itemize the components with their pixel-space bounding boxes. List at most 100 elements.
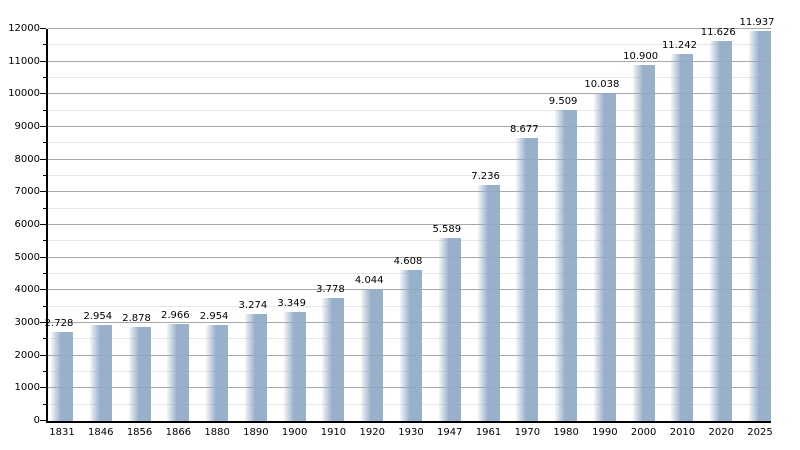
bar — [438, 238, 461, 421]
y-axis-minor-tick — [43, 338, 46, 340]
x-axis-label: 2020 — [708, 427, 734, 438]
y-axis-major-tick — [40, 60, 46, 62]
y-axis-major-tick — [40, 93, 46, 95]
bar — [400, 270, 422, 421]
x-axis-label: 1920 — [359, 427, 385, 438]
bar-value-label: 5.589 — [432, 224, 462, 236]
minor-gridline — [48, 142, 771, 144]
x-axis-label: 1980 — [553, 427, 579, 438]
y-axis-label: 5000 — [14, 251, 40, 263]
bar-value-label: 2.966 — [161, 310, 190, 322]
y-axis-major-tick — [40, 354, 46, 356]
y-axis-minor-tick — [43, 371, 46, 372]
bar-value-label: 4.044 — [354, 274, 384, 286]
bar — [749, 31, 771, 421]
x-axis-label: 1846 — [88, 427, 114, 438]
bar-value-label: 11.937 — [739, 17, 775, 29]
bars-layer — [48, 29, 771, 421]
bar — [322, 297, 345, 421]
x-axis-label: 2010 — [669, 427, 696, 438]
bar — [206, 324, 229, 421]
bar-value-label: 8.677 — [510, 123, 539, 135]
y-axis-minor-tick — [43, 77, 46, 78]
x-axis-label: 1930 — [398, 427, 424, 438]
y-axis-major-tick — [40, 256, 46, 258]
major-gridline — [48, 256, 771, 258]
bar-value-label: 10.900 — [623, 50, 659, 62]
minor-gridline — [48, 175, 771, 176]
bar — [283, 311, 306, 421]
y-axis-label: 6000 — [14, 219, 40, 230]
y-axis-major-tick — [40, 420, 46, 421]
major-gridline — [48, 60, 771, 62]
bar — [167, 324, 190, 421]
bar-value-label: 2.728 — [44, 317, 74, 329]
bar-value-label: 7.236 — [471, 170, 500, 182]
axis-labels-layer: 0 1000 2000 3000 4000 5000 6000 7000 8000 9000 100… — [8, 18, 774, 438]
y-axis-minor-tick — [43, 109, 46, 111]
y-axis-major-tick — [40, 387, 46, 389]
y-axis-label: 8000 — [14, 153, 40, 165]
y-axis-minor-tick — [43, 240, 46, 242]
x-axis-label: 1970 — [514, 427, 541, 438]
y-axis-label: 11000 — [8, 55, 40, 67]
plot-area: 0 1000 2000 3000 4000 5000 6000 7000 8000 9000 100… — [8, 18, 774, 438]
x-axis-label: 1831 — [49, 427, 75, 438]
x-axis-label: 1866 — [165, 427, 192, 438]
bar-value-label: 2.954 — [83, 310, 113, 322]
x-axis-label: 1910 — [320, 427, 347, 438]
minor-gridline — [48, 240, 771, 242]
major-gridline — [48, 191, 771, 193]
y-axis-major-tick — [40, 322, 46, 323]
bar — [128, 327, 151, 421]
y-axis-label: 12000 — [8, 23, 40, 34]
bar-value-label: 3.778 — [316, 283, 345, 295]
bar-value-label: 2.878 — [122, 313, 151, 324]
minor-gridline — [48, 109, 771, 111]
x-axis-label: 1880 — [204, 427, 230, 438]
x-axis-label: 1947 — [437, 427, 463, 438]
minor-gridline — [48, 44, 771, 46]
bar-value-label: 9.509 — [548, 96, 578, 108]
bar-value-label: 3.274 — [238, 300, 268, 312]
x-axis-label: 1856 — [126, 427, 153, 438]
major-gridline — [48, 28, 771, 29]
y-axis-major-tick — [40, 224, 46, 225]
minor-gridline — [48, 207, 771, 209]
y-axis-major-tick — [40, 289, 46, 291]
bar — [516, 137, 539, 421]
x-axis-label: 1890 — [243, 427, 269, 438]
x-axis-label: 1990 — [592, 427, 618, 438]
major-gridline — [48, 93, 771, 95]
x-axis-label: 1900 — [281, 427, 308, 438]
y-axis-minor-tick — [43, 142, 46, 144]
y-axis-label: 9000 — [14, 121, 40, 132]
y-axis-minor-tick — [43, 175, 46, 176]
bar — [593, 93, 616, 421]
y-axis-minor-tick — [43, 305, 46, 307]
y-axis-major-tick — [40, 126, 46, 127]
y-axis-label: 7000 — [14, 186, 40, 198]
major-gridline — [48, 224, 771, 225]
y-axis-minor-tick — [43, 403, 46, 405]
x-axis-label: 1961 — [475, 427, 502, 438]
bar — [244, 314, 267, 421]
y-axis-minor-tick — [43, 207, 46, 209]
bar — [555, 110, 578, 421]
minor-gridline — [48, 77, 771, 78]
bar — [89, 324, 112, 421]
y-axis-major-tick — [40, 28, 46, 29]
bar-value-label: 10.038 — [584, 79, 620, 91]
y-axis-label: 3000 — [14, 317, 40, 328]
bar-value-label: 3.349 — [277, 297, 306, 309]
bar-value-label: 2.954 — [199, 310, 229, 322]
bar-value-label: 4.608 — [393, 256, 423, 268]
y-axis-label: 1000 — [14, 382, 40, 394]
y-axis-major-tick — [40, 191, 46, 193]
y-axis-minor-tick — [43, 273, 46, 274]
x-axis-label: 2025 — [747, 427, 773, 438]
x-axis-label: 2000 — [630, 427, 657, 438]
major-gridline — [48, 126, 771, 127]
bar — [361, 288, 384, 421]
